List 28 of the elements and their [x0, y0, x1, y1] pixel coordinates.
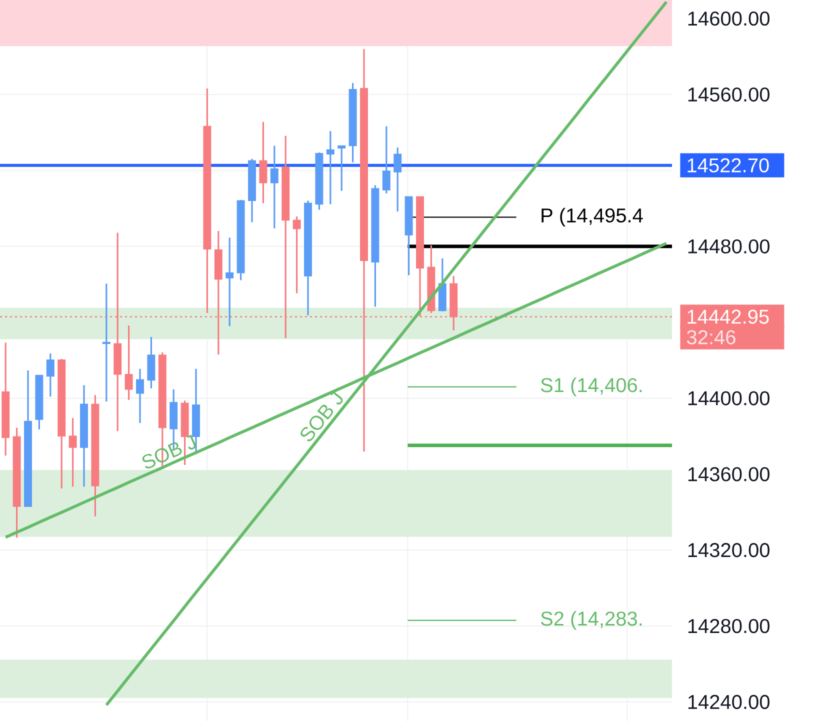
text: SOB J [142, 434, 196, 468]
candlestick [292, 216, 301, 294]
candlestick [102, 282, 110, 402]
y-tick-label: 14560.00 [688, 87, 770, 102]
ref-line-label: 14522.70 [688, 158, 769, 172]
y-tick-label: 14320.00 [688, 543, 770, 558]
ref-line-label: 14442.95 [688, 310, 769, 324]
ref-line-label: P (14,495.4 [542, 208, 643, 226]
candlestick [338, 144, 346, 192]
candlestick [124, 324, 133, 401]
y-tick-label: 14480.00 [688, 239, 770, 254]
candlestick [136, 368, 144, 424]
candlestick [326, 130, 334, 206]
candlestick [270, 144, 278, 230]
candlestick [394, 146, 402, 212]
y-tick-label: 14240.00 [688, 694, 770, 710]
y-tick-label: 14280.00 [688, 618, 770, 634]
ref-line-label: S2 (14,283. [540, 611, 642, 630]
candlestick [46, 352, 54, 398]
y-tick-label: 14600.00 [688, 12, 770, 26]
candlestick [68, 417, 77, 488]
candlestick [382, 125, 390, 194]
text: 32:46 [686, 330, 736, 344]
candlestick [259, 121, 268, 204]
y-tick-label: 14400.00 [688, 391, 770, 406]
y-tick-label: 14360.00 [688, 467, 770, 482]
ref-line-label: S1 (14,406. [540, 378, 642, 396]
candlestick [226, 236, 234, 327]
